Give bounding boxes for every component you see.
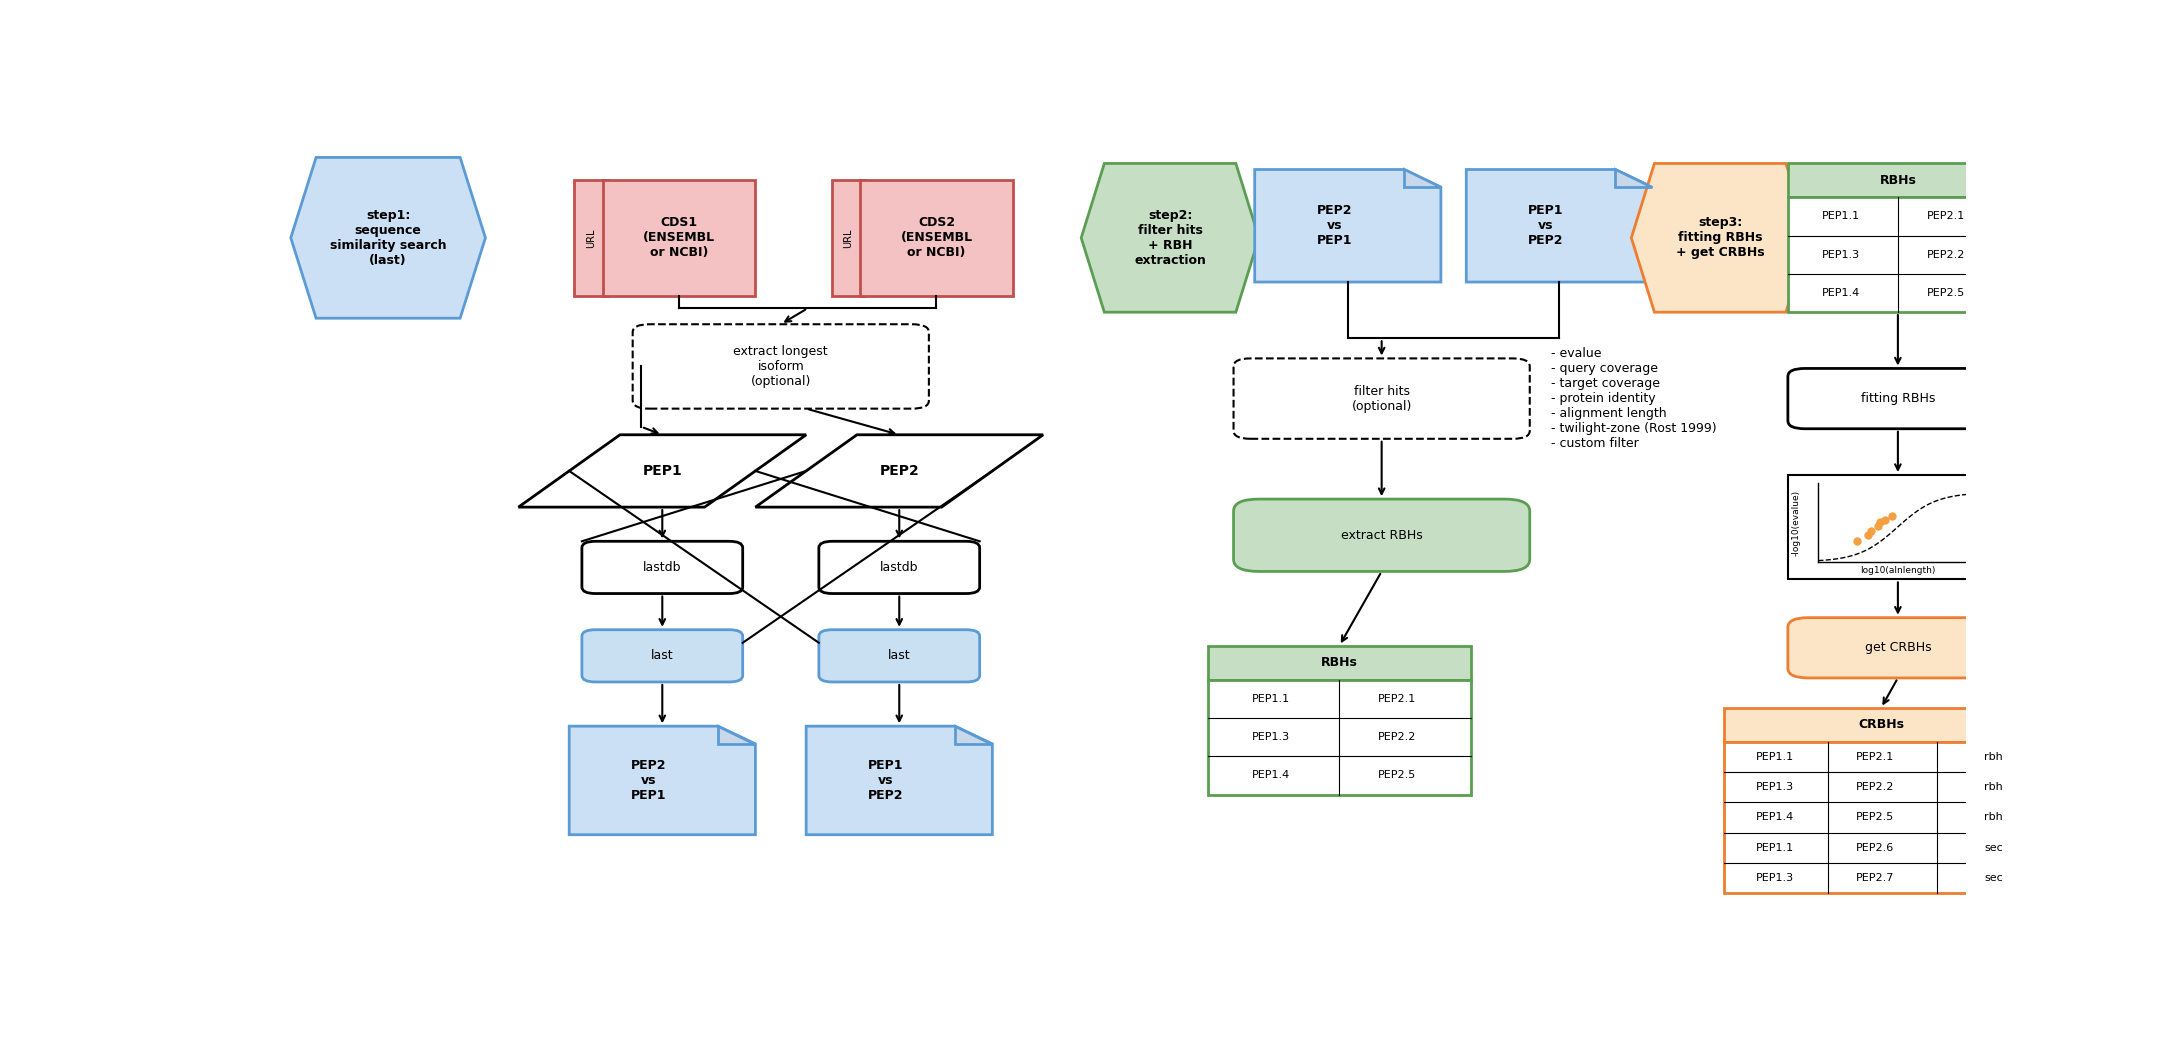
FancyBboxPatch shape [1234,358,1529,438]
Text: PEP2: PEP2 [880,464,919,478]
Text: lastdb: lastdb [880,561,919,574]
Polygon shape [1465,169,1653,282]
Text: PEP1.3: PEP1.3 [1756,873,1793,883]
Text: PEP2.7: PEP2.7 [1856,873,1894,883]
FancyBboxPatch shape [1208,646,1470,680]
Text: PEP2.5: PEP2.5 [1856,812,1894,823]
Text: CDS2
(ENSEMBL
or NCBI): CDS2 (ENSEMBL or NCBI) [900,216,972,259]
FancyBboxPatch shape [1789,197,2007,312]
Polygon shape [1254,169,1441,282]
Polygon shape [719,727,756,744]
Text: PEP1.4: PEP1.4 [1756,812,1793,823]
FancyBboxPatch shape [574,180,607,296]
Text: URL: URL [585,228,596,247]
Text: last: last [651,649,673,662]
Polygon shape [1616,169,1653,187]
Text: PEP2.1: PEP2.1 [1856,752,1894,762]
Text: PEP2
vs
PEP1: PEP2 vs PEP1 [1317,205,1352,247]
FancyBboxPatch shape [581,541,743,594]
Text: PEP1: PEP1 [642,464,681,478]
Text: rbh: rbh [1985,812,2003,823]
Text: get CRBHs: get CRBHs [1865,641,1931,655]
FancyBboxPatch shape [1789,369,2007,429]
Text: filter hits
(optional): filter hits (optional) [1352,384,1411,412]
FancyBboxPatch shape [1234,499,1529,571]
FancyBboxPatch shape [633,325,928,408]
Text: lastdb: lastdb [642,561,681,574]
FancyBboxPatch shape [1725,708,2038,742]
FancyBboxPatch shape [860,180,1013,296]
Polygon shape [1404,169,1441,187]
FancyBboxPatch shape [819,630,981,682]
Polygon shape [756,434,1044,507]
Polygon shape [570,727,756,835]
Text: step3:
fitting RBHs
+ get CRBHs: step3: fitting RBHs + get CRBHs [1675,216,1765,259]
Polygon shape [954,727,992,744]
Text: fitting RBHs: fitting RBHs [1861,393,1935,405]
FancyBboxPatch shape [1789,618,2007,678]
FancyBboxPatch shape [819,541,981,594]
Text: PEP2.1: PEP2.1 [1926,211,1966,221]
Polygon shape [290,158,485,318]
Text: PEP2
vs
PEP1: PEP2 vs PEP1 [631,759,666,802]
Text: PEP2.1: PEP2.1 [1378,693,1415,704]
FancyBboxPatch shape [603,180,756,296]
Text: PEP1.1: PEP1.1 [1821,211,1861,221]
Text: step2:
filter hits
+ RBH
extraction: step2: filter hits + RBH extraction [1133,209,1206,267]
Polygon shape [1081,164,1258,312]
Text: PEP1.1: PEP1.1 [1251,693,1291,704]
Text: PEP1
vs
PEP2: PEP1 vs PEP2 [1529,205,1564,247]
Text: rbh: rbh [1985,782,2003,792]
Text: PEP1.4: PEP1.4 [1251,770,1291,780]
Text: PEP1.3: PEP1.3 [1251,732,1291,742]
Text: log10(alnlength): log10(alnlength) [1861,566,1935,574]
Polygon shape [1631,164,1808,312]
Polygon shape [806,727,992,835]
FancyBboxPatch shape [832,180,865,296]
Text: PEP2.6: PEP2.6 [1856,843,1894,853]
Text: PEP1
vs
PEP2: PEP1 vs PEP2 [867,759,904,802]
Text: last: last [889,649,911,662]
FancyBboxPatch shape [581,630,743,682]
Text: PEP2.2: PEP2.2 [1856,782,1894,792]
Text: CDS1
(ENSEMBL
or NCBI): CDS1 (ENSEMBL or NCBI) [642,216,716,259]
FancyBboxPatch shape [1725,742,2038,893]
Text: extract RBHs: extract RBHs [1341,528,1422,542]
Text: PEP1.4: PEP1.4 [1821,288,1861,298]
Text: RBHs: RBHs [1880,174,1915,187]
Text: CRBHs: CRBHs [1859,718,1904,732]
Text: extract longest
isoform
(optional): extract longest isoform (optional) [734,345,828,388]
Text: sec: sec [1985,843,2003,853]
Text: PEP1.3: PEP1.3 [1756,782,1793,792]
Text: URL: URL [843,228,854,247]
Text: rbh: rbh [1985,752,2003,762]
Text: PEP2.5: PEP2.5 [1926,288,1966,298]
Text: -log10(evalue): -log10(evalue) [1791,490,1802,556]
FancyBboxPatch shape [1208,680,1470,794]
Text: PEP2.2: PEP2.2 [1378,732,1415,742]
Polygon shape [518,434,806,507]
Text: - evalue
- query coverage
- target coverage
- protein identity
- alignment lengt: - evalue - query coverage - target cover… [1551,347,1717,450]
Text: PEP2.5: PEP2.5 [1378,770,1415,780]
Text: sec: sec [1985,873,2003,883]
FancyBboxPatch shape [1789,164,2007,197]
Text: PEP1.1: PEP1.1 [1756,752,1793,762]
Text: PEP1.1: PEP1.1 [1756,843,1793,853]
Text: RBHs: RBHs [1321,657,1358,669]
Text: step1:
sequence
similarity search
(last): step1: sequence similarity search (last) [330,209,446,267]
Text: PEP1.3: PEP1.3 [1821,250,1861,260]
Text: PEP2.2: PEP2.2 [1926,250,1966,260]
FancyBboxPatch shape [1789,475,2007,579]
